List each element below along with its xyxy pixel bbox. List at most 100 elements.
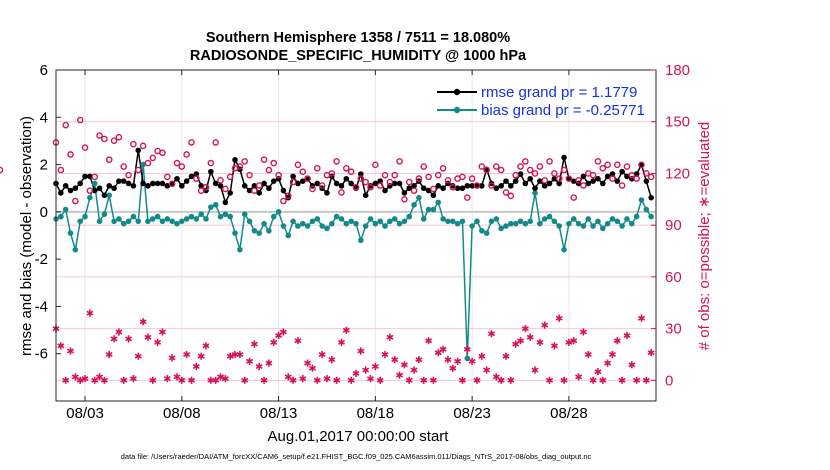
obs-evaluated-marker-78: [429, 376, 437, 384]
obs-possible-marker-43: [260, 156, 268, 163]
bias-point-45: [270, 213, 277, 220]
obs-possible-marker-103: [551, 170, 558, 177]
rmse-point-84: [459, 185, 466, 192]
rmse-point-74: [411, 183, 417, 189]
obs-evaluated-marker-97: [521, 325, 529, 333]
obs-evaluated-marker-108: [575, 373, 583, 381]
bias-point-102: [546, 213, 553, 220]
obs-evaluated-marker-13: [115, 328, 123, 336]
obs-evaluated-marker-47: [279, 328, 287, 336]
obs-evaluated-marker-41: [250, 340, 258, 348]
bias-point-106: [566, 220, 572, 227]
bias-point-78: [430, 206, 437, 213]
obs-evaluated-marker-88: [478, 352, 486, 360]
bias-point-87: [474, 218, 480, 225]
bias-point-46: [275, 209, 282, 215]
obs-possible-marker-85: [463, 194, 471, 201]
rmse-point-63: [358, 171, 364, 177]
obs-possible-marker-116: [613, 161, 621, 169]
bias-point-62: [353, 220, 359, 227]
obs-possible-marker-18: [139, 142, 147, 150]
obs-evaluated-marker-15: [125, 335, 133, 343]
obs-evaluated-marker-67: [376, 376, 384, 384]
obs-possible-marker-44: [265, 166, 273, 174]
legend-rmse-marker: [453, 88, 461, 96]
obs-possible-marker-50: [294, 161, 302, 169]
rmse-point-10: [101, 192, 108, 199]
obs-possible-marker-67: [376, 182, 384, 189]
bias-point-32: [208, 204, 214, 210]
obs-evaluated-marker-60: [342, 326, 350, 334]
bias-point-122: [643, 206, 650, 213]
obs-evaluated-marker-64: [362, 366, 370, 374]
bias-point-3: [67, 230, 74, 236]
obs-evaluated-marker-94: [507, 376, 515, 384]
obs-possible-markers: [0, 116, 655, 205]
obs-possible-marker-114: [604, 161, 611, 169]
obs-evaluated-marker-3: [66, 347, 75, 355]
obs-possible-marker-117: [618, 182, 626, 189]
rmse-point-105: [561, 154, 567, 161]
obs-possible-marker-31: [202, 183, 210, 191]
bias-point-52: [304, 223, 311, 229]
obs-possible-marker-25: [173, 159, 181, 167]
obs-evaluated-marker-24: [168, 354, 176, 362]
rmse-point-59: [338, 183, 345, 189]
rmse-point-11: [106, 183, 113, 189]
obs-evaluated-marker-27: [183, 350, 191, 359]
bias-point-30: [198, 211, 204, 218]
obs-possible-marker-55: [318, 182, 326, 189]
obs-possible-marker-101: [541, 177, 549, 184]
rmse-point-34: [217, 183, 224, 189]
rmse-point-118: [624, 173, 630, 180]
bias-point-90: [488, 218, 495, 225]
obs-evaluated-marker-116: [613, 337, 621, 345]
rmse-point-39: [241, 183, 248, 189]
bias-point-57: [329, 220, 335, 227]
obs-possible-marker-80: [439, 164, 447, 172]
bias-point-43: [261, 220, 267, 227]
bias-point-85: [464, 355, 471, 362]
bias-point-42: [256, 230, 263, 236]
rmse-point-33: [212, 180, 219, 187]
obs-evaluated-marker-55: [318, 350, 326, 359]
obs-possible-marker-120: [633, 175, 640, 182]
y-left-tick-label-6: 6: [40, 62, 48, 79]
bias-point-104: [556, 223, 563, 229]
obs-possible-marker-14: [120, 163, 128, 170]
obs-possible-marker-6: [81, 144, 89, 151]
bias-point-2: [62, 206, 69, 213]
y-right-tick-label-6: 180: [665, 62, 690, 79]
obs-evaluated-marker-85: [463, 345, 471, 353]
obs-evaluated-marker-117: [618, 376, 626, 384]
bias-point-92: [498, 225, 504, 232]
bias-point-103: [551, 218, 558, 225]
rmse-point-60: [343, 175, 350, 182]
obs-evaluated-marker-43: [260, 376, 268, 384]
bias-point-41: [251, 227, 258, 234]
bias-point-47: [280, 223, 287, 229]
obs-evaluated-marker-65: [366, 375, 375, 383]
rmse-point-41: [251, 183, 258, 189]
rmse-point-111: [590, 178, 596, 184]
bias-point-100: [537, 220, 543, 227]
obs-evaluated-marker-98: [526, 333, 534, 341]
bias-point-65: [367, 216, 374, 222]
obs-possible-marker-40: [246, 171, 253, 179]
rmse-point-1: [58, 190, 64, 196]
rmse-point-95: [512, 178, 519, 184]
obs-evaluated-marker-17: [134, 352, 142, 360]
obs-possible-marker-60: [343, 164, 350, 172]
obs-possible-marker-33: [212, 139, 219, 146]
obs-evaluated-marker-70: [391, 356, 399, 364]
legend-rmse-label: rmse grand pr = 1.1779: [481, 84, 637, 101]
obs-possible-marker-89: [483, 166, 490, 174]
obs-possible-marker-58: [333, 158, 340, 165]
obs-possible-marker-27: [183, 151, 190, 158]
obs-evaluated-marker-10: [100, 376, 108, 384]
obs-possible-marker-82: [449, 183, 457, 191]
bias-point-49: [290, 218, 296, 225]
rmse-point-21: [154, 180, 161, 187]
rmse-point-50: [295, 180, 301, 187]
obs-possible-marker-2: [62, 121, 69, 129]
